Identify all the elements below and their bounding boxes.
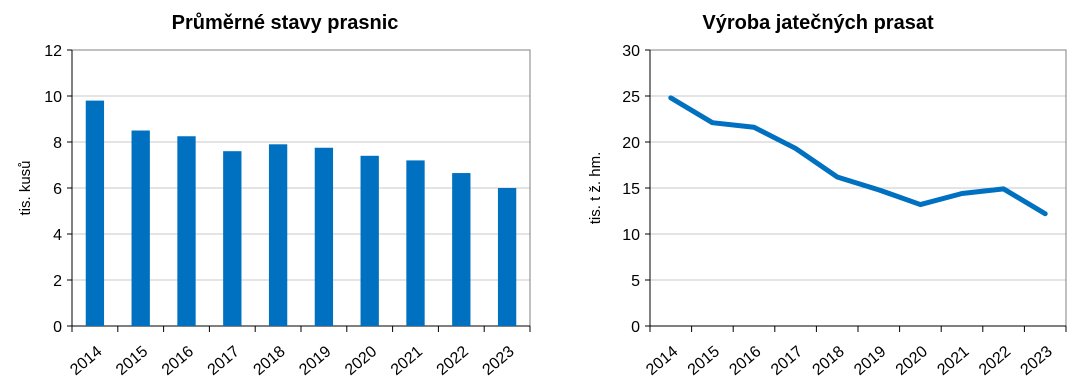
y-tick-label: 6 bbox=[53, 181, 62, 198]
y-tick-label: 5 bbox=[631, 273, 640, 290]
series-line bbox=[668, 95, 1048, 217]
x-tick-label: 2020 bbox=[342, 343, 380, 379]
x-tick-label: 2014 bbox=[643, 343, 681, 379]
bar bbox=[268, 144, 288, 326]
bar bbox=[131, 130, 150, 326]
x-tick-label: 2016 bbox=[159, 343, 197, 379]
x-tick-label: 2018 bbox=[810, 343, 848, 379]
y-axis-label: tis. kusů bbox=[17, 160, 34, 215]
line-chart: 0 5 10 15 20 25 30 2014 2015 2016 2017 2018 2019 2020… bbox=[587, 43, 1067, 379]
y-tick-label: 2 bbox=[53, 273, 62, 290]
bar bbox=[177, 136, 196, 326]
y-tick-label: 12 bbox=[44, 43, 62, 60]
x-tick-label: 2017 bbox=[205, 343, 243, 379]
bar bbox=[406, 160, 425, 326]
x-tick-label: 2019 bbox=[851, 343, 889, 379]
chart-title: Průměrné stavy prasnic bbox=[171, 12, 399, 34]
y-tick-label: 0 bbox=[631, 319, 640, 336]
x-tick-label: 2016 bbox=[726, 343, 764, 379]
x-tick-label: 2018 bbox=[250, 343, 288, 379]
y-tick-label: 20 bbox=[622, 135, 640, 152]
line-chart-panel: Výroba jatečných prasat 0 5 10 15 20 25 30 2014… bbox=[540, 0, 1076, 381]
x-tick-label: 2021 bbox=[934, 343, 972, 379]
x-tick-label: 2023 bbox=[479, 343, 517, 379]
y-tick-label: 30 bbox=[622, 43, 640, 60]
y-tick-label: 15 bbox=[622, 181, 640, 198]
bar bbox=[223, 151, 242, 326]
x-tick-label: 2021 bbox=[388, 343, 426, 379]
y-axis-label: tis. t ž. hm. bbox=[587, 152, 604, 225]
x-tick-label: 2019 bbox=[296, 343, 334, 379]
y-tick-label: 25 bbox=[622, 89, 640, 106]
x-tick-label: 2015 bbox=[685, 343, 723, 379]
x-tick-label: 2014 bbox=[67, 343, 105, 379]
x-tick-label: 2017 bbox=[768, 343, 806, 379]
bar bbox=[85, 100, 105, 326]
x-tick-label: 2020 bbox=[893, 343, 931, 379]
y-tick-label: 8 bbox=[53, 135, 62, 152]
bar bbox=[497, 188, 517, 326]
x-tick-label: 2022 bbox=[976, 343, 1014, 379]
bar bbox=[314, 147, 334, 326]
x-tick-label: 2023 bbox=[1018, 343, 1056, 379]
x-tick-label: 2015 bbox=[113, 343, 151, 379]
y-tick-label: 4 bbox=[53, 227, 62, 244]
y-tick-label: 10 bbox=[44, 89, 62, 106]
y-tick-label: 0 bbox=[53, 319, 62, 336]
bar-chart-panel: Průměrné stavy prasnic 0 2 4 6 8 10 12 2014 2015… bbox=[17, 12, 531, 379]
y-tick-label: 10 bbox=[622, 227, 640, 244]
bar bbox=[360, 155, 379, 326]
x-tick-label: 2022 bbox=[434, 343, 472, 379]
bar bbox=[452, 173, 471, 326]
chart-title: Výroba jatečných prasat bbox=[702, 12, 934, 34]
